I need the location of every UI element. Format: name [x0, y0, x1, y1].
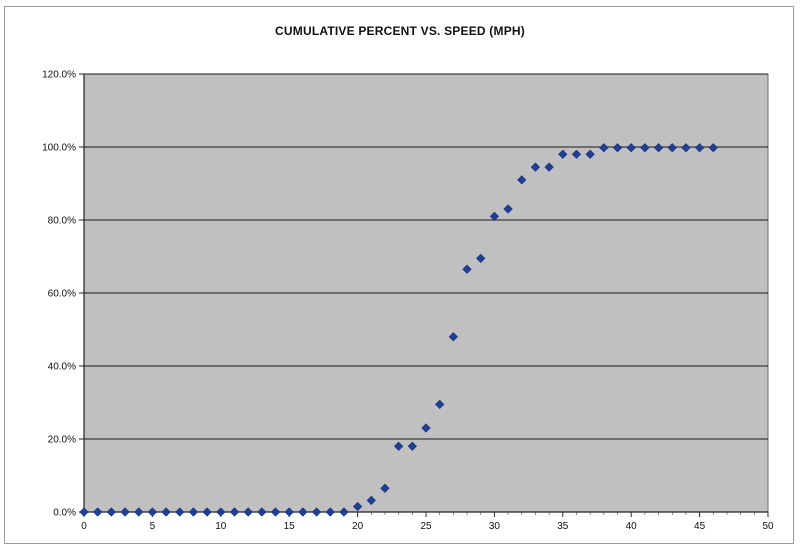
- data-point: [544, 162, 554, 172]
- y-tick-label: 120.0%: [42, 70, 76, 81]
- x-tick-label: 20: [352, 521, 364, 532]
- data-point: [298, 507, 308, 517]
- y-tick-label: 40.0%: [48, 362, 76, 373]
- data-point: [394, 441, 404, 451]
- x-tick-label: 30: [489, 521, 501, 532]
- data-point: [380, 483, 390, 493]
- data-point: [708, 143, 718, 153]
- data-point: [489, 211, 500, 221]
- data-point: [202, 507, 212, 517]
- data-point: [517, 175, 527, 185]
- data-point: [530, 162, 541, 172]
- data-point: [270, 507, 281, 517]
- x-tick-label: 25: [420, 521, 432, 532]
- data-point: [503, 204, 513, 214]
- data-point: [476, 253, 486, 263]
- data-point: [284, 507, 294, 517]
- data-point: [653, 143, 664, 153]
- data-point: [243, 507, 253, 517]
- data-point: [216, 507, 226, 517]
- data-point: [325, 507, 335, 517]
- x-tick-label: 35: [557, 521, 569, 532]
- x-tick-label: 50: [762, 521, 774, 532]
- data-point: [640, 143, 650, 153]
- data-point: [188, 507, 199, 517]
- y-tick-label: 100.0%: [42, 143, 76, 154]
- data-point: [106, 507, 116, 517]
- data-point: [435, 399, 445, 409]
- x-tick-label: 5: [150, 521, 156, 532]
- data-point: [134, 507, 144, 517]
- data-point: [175, 507, 185, 517]
- x-tick-label: 0: [81, 521, 87, 532]
- data-point: [448, 332, 458, 342]
- data-point: [79, 507, 89, 517]
- data-point: [626, 143, 636, 153]
- data-point: [120, 507, 130, 517]
- data-point: [599, 143, 609, 153]
- data-point: [667, 143, 677, 153]
- data-point: [694, 143, 705, 153]
- y-tick-label: 20.0%: [48, 435, 76, 446]
- data-point: [558, 149, 568, 159]
- data-point: [421, 423, 431, 433]
- data-point: [612, 143, 623, 153]
- data-point: [462, 264, 472, 274]
- data-point: [681, 143, 691, 153]
- data-point: [407, 441, 417, 451]
- y-tick-label: 80.0%: [48, 216, 76, 227]
- data-point: [366, 495, 376, 505]
- x-tick-label: 10: [215, 521, 227, 532]
- data-point: [257, 507, 267, 517]
- data-point: [311, 507, 322, 517]
- data-point: [161, 507, 171, 517]
- x-tick-label: 40: [626, 521, 638, 532]
- data-point: [352, 501, 363, 512]
- data-point: [339, 507, 349, 517]
- data-point: [571, 149, 582, 159]
- x-tick-label: 15: [284, 521, 296, 532]
- y-tick-label: 0.0%: [53, 508, 76, 519]
- data-point: [585, 149, 595, 159]
- data-point: [93, 507, 103, 517]
- data-point: [229, 507, 240, 517]
- x-tick-label: 45: [694, 521, 706, 532]
- y-tick-label: 60.0%: [48, 289, 76, 300]
- chart-title: CUMULATIVE PERCENT VS. SPEED (MPH): [275, 24, 525, 38]
- data-point: [147, 507, 158, 517]
